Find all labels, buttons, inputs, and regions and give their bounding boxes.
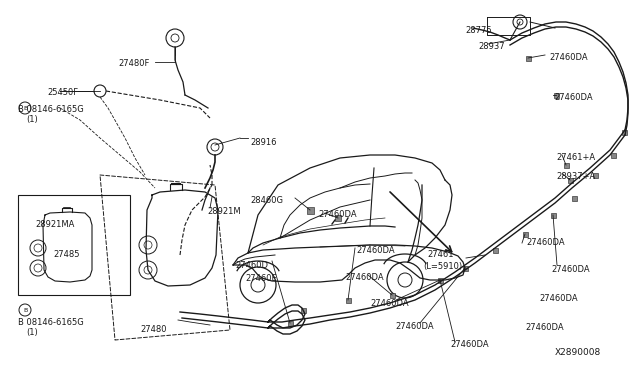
Bar (335, 215, 341, 221)
Text: 27480F: 27480F (118, 59, 149, 68)
Bar (593, 173, 598, 177)
Text: B 08146-6165G: B 08146-6165G (18, 318, 84, 327)
Text: 27460DA: 27460DA (450, 340, 488, 349)
Bar (493, 247, 497, 253)
Text: 27460DA: 27460DA (554, 93, 593, 102)
Text: B: B (23, 106, 27, 110)
Text: 28916: 28916 (250, 138, 276, 147)
Text: 27460DA: 27460DA (370, 299, 408, 308)
Text: 28921MA: 28921MA (35, 220, 74, 229)
Text: 27460DA: 27460DA (395, 322, 434, 331)
Text: (1): (1) (26, 115, 38, 124)
Bar (525, 55, 531, 61)
Bar (554, 93, 559, 97)
Text: 27460DA: 27460DA (551, 265, 589, 274)
Bar (438, 278, 442, 282)
Bar (611, 153, 616, 157)
Text: (1): (1) (26, 328, 38, 337)
Text: 27460E: 27460E (245, 274, 276, 283)
Bar (18, 195, 130, 295)
Bar (621, 129, 627, 135)
Text: 27461+A: 27461+A (556, 153, 595, 162)
Bar (568, 177, 573, 183)
Text: 27461: 27461 (427, 250, 454, 259)
Text: (L=5910): (L=5910) (423, 262, 462, 271)
Bar (463, 266, 467, 270)
Text: 27460DA: 27460DA (525, 323, 564, 332)
Bar (346, 298, 351, 302)
Text: 27460DA: 27460DA (526, 238, 564, 247)
Bar (563, 163, 568, 167)
Text: B 08146-6165G: B 08146-6165G (18, 105, 84, 114)
Text: X2890008: X2890008 (555, 348, 601, 357)
Text: B: B (23, 308, 27, 312)
Bar (301, 308, 305, 312)
Text: 27460DA: 27460DA (539, 294, 578, 303)
Text: 27460DA: 27460DA (549, 53, 588, 62)
Text: 28775: 28775 (465, 26, 492, 35)
Bar (550, 212, 556, 218)
Bar (287, 321, 292, 326)
Bar (572, 196, 577, 201)
Text: 25450F: 25450F (47, 88, 78, 97)
Text: 28460G: 28460G (250, 196, 283, 205)
Text: 28921M: 28921M (207, 207, 241, 216)
Bar (390, 292, 394, 298)
Text: 27460DA: 27460DA (356, 246, 395, 255)
Bar (522, 231, 527, 237)
Text: 27485: 27485 (53, 250, 79, 259)
Text: 27460DA: 27460DA (345, 273, 383, 282)
Text: 27460D: 27460D (235, 261, 268, 270)
Text: 28937: 28937 (478, 42, 504, 51)
Bar (307, 206, 314, 214)
Text: 28937+A: 28937+A (556, 172, 595, 181)
Text: 27460DA: 27460DA (318, 210, 356, 219)
Text: 27480: 27480 (140, 325, 166, 334)
